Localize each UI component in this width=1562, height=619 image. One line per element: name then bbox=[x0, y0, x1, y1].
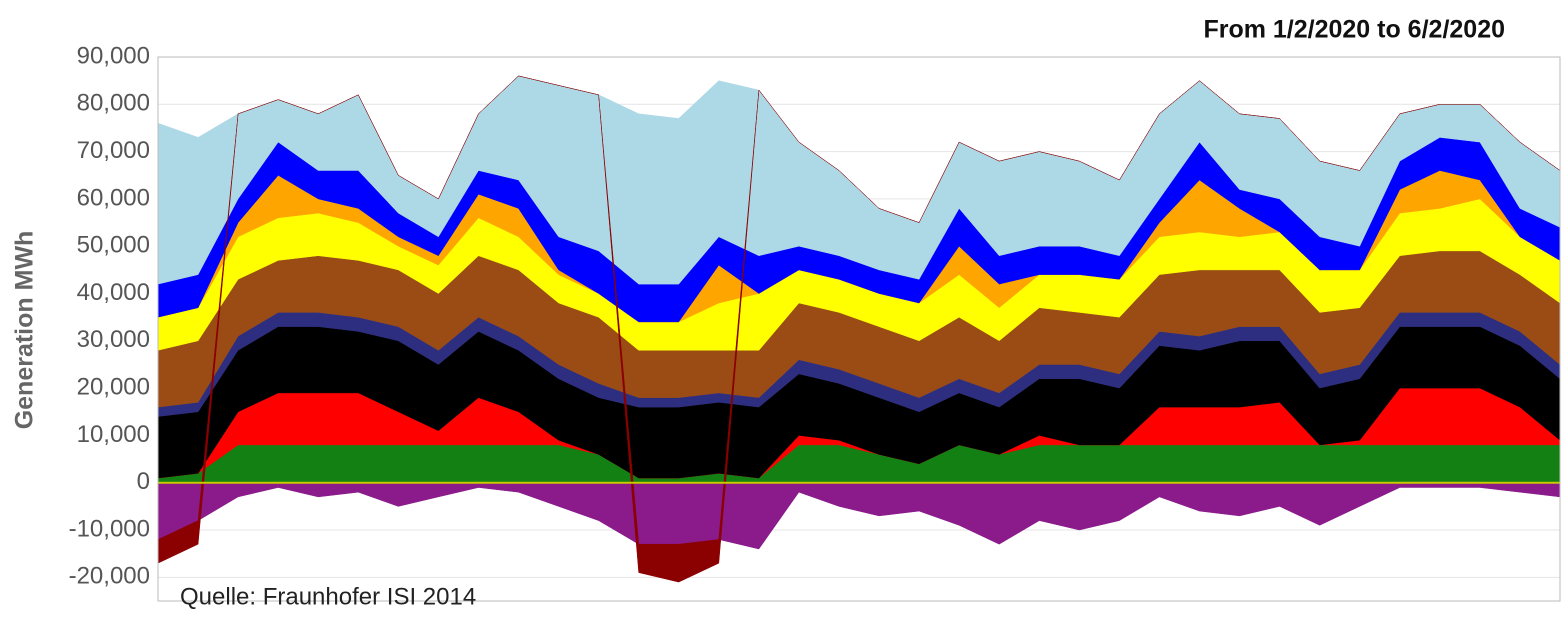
area bbox=[157, 444, 1561, 483]
y-tick-label: -10,000 bbox=[69, 515, 150, 542]
y-axis-label: Generation MWh bbox=[11, 231, 39, 430]
y-tick-label: 30,000 bbox=[77, 326, 150, 353]
y-tick-label: 0 bbox=[137, 468, 150, 495]
y-tick-label: -20,000 bbox=[69, 563, 150, 590]
y-tick-label: 40,000 bbox=[77, 279, 150, 306]
y-tick-label: 60,000 bbox=[77, 184, 150, 211]
y-tick-label: 80,000 bbox=[77, 90, 150, 117]
plot-border bbox=[157, 56, 1561, 602]
y-tick-label: 70,000 bbox=[77, 137, 150, 164]
y-tick-label: 10,000 bbox=[77, 421, 150, 448]
area bbox=[157, 75, 1561, 583]
area bbox=[157, 482, 1561, 550]
y-tick-label: 20,000 bbox=[77, 373, 150, 400]
y-tick-label: 90,000 bbox=[77, 42, 150, 69]
annotation: Quelle: Fraunhofer ISI 2014 bbox=[180, 583, 476, 610]
y-tick-label: 50,000 bbox=[77, 232, 150, 259]
chart-title: From 1/2/2020 to 6/2/2020 bbox=[1203, 16, 1505, 44]
plot-area bbox=[157, 56, 1561, 602]
